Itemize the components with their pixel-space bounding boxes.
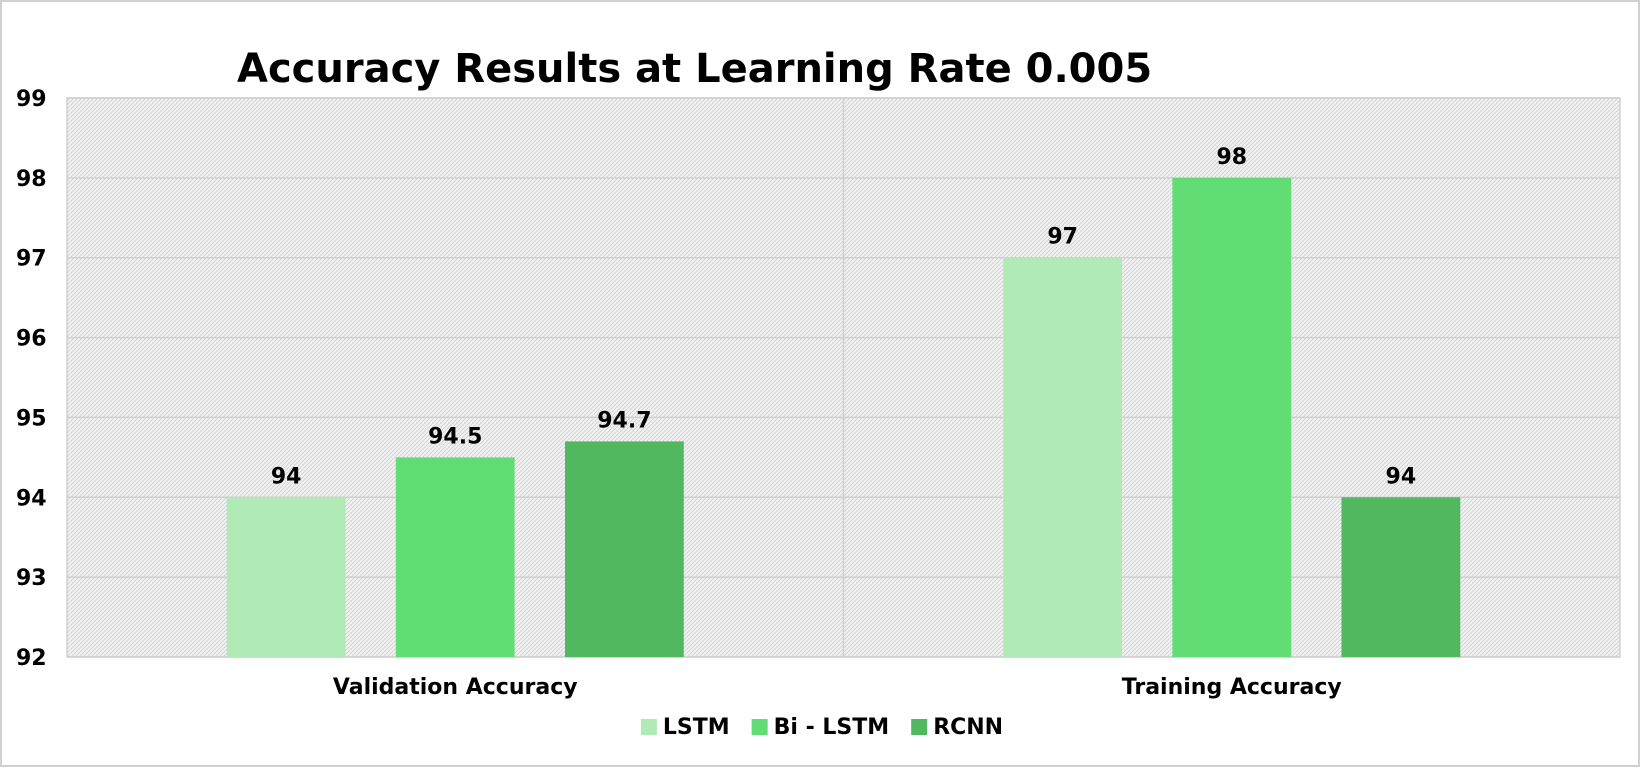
data-label: 94 bbox=[271, 464, 302, 489]
y-tick-label: 98 bbox=[16, 167, 47, 192]
y-tick-label: 93 bbox=[16, 566, 47, 591]
y-tick-label: 96 bbox=[16, 327, 47, 352]
legend-label: RCNN bbox=[933, 715, 1003, 740]
bar-rcnn-1 bbox=[1341, 497, 1461, 657]
data-label: 98 bbox=[1216, 145, 1247, 170]
x-category-label: Validation Accuracy bbox=[333, 675, 578, 700]
y-tick-label: 99 bbox=[16, 87, 47, 112]
bar-bi-lstm-0 bbox=[395, 457, 515, 657]
y-tick-label: 95 bbox=[16, 406, 47, 431]
data-label: 94 bbox=[1386, 464, 1417, 489]
legend-swatch bbox=[911, 719, 928, 735]
legend-swatch bbox=[751, 719, 768, 735]
y-tick-label: 92 bbox=[16, 646, 47, 671]
bar-rcnn-0 bbox=[564, 441, 684, 657]
bar-lstm-0 bbox=[226, 497, 346, 657]
legend-label: Bi - LSTM bbox=[774, 715, 890, 740]
y-tick-label: 97 bbox=[16, 247, 47, 272]
bar-lstm-1 bbox=[1003, 257, 1123, 657]
legend-swatch bbox=[640, 719, 657, 735]
bars-group bbox=[226, 177, 1461, 657]
data-label: 94.7 bbox=[597, 408, 651, 433]
x-category-label: Training Accuracy bbox=[1122, 675, 1342, 700]
chart-title: Accuracy Results at Learning Rate 0.005 bbox=[237, 46, 1152, 92]
legend-label: LSTM bbox=[663, 715, 730, 740]
y-tick-label: 94 bbox=[16, 486, 47, 511]
labels-group: 92 93 94 95 96 97 98 99 94 94.5 94.7 Validation Acc… bbox=[16, 87, 1416, 700]
data-label: 97 bbox=[1047, 225, 1078, 250]
bar-bi-lstm-1 bbox=[1172, 177, 1292, 657]
data-label: 94.5 bbox=[428, 424, 482, 449]
legend: LSTM Bi - LSTM RCNN bbox=[640, 715, 1003, 740]
